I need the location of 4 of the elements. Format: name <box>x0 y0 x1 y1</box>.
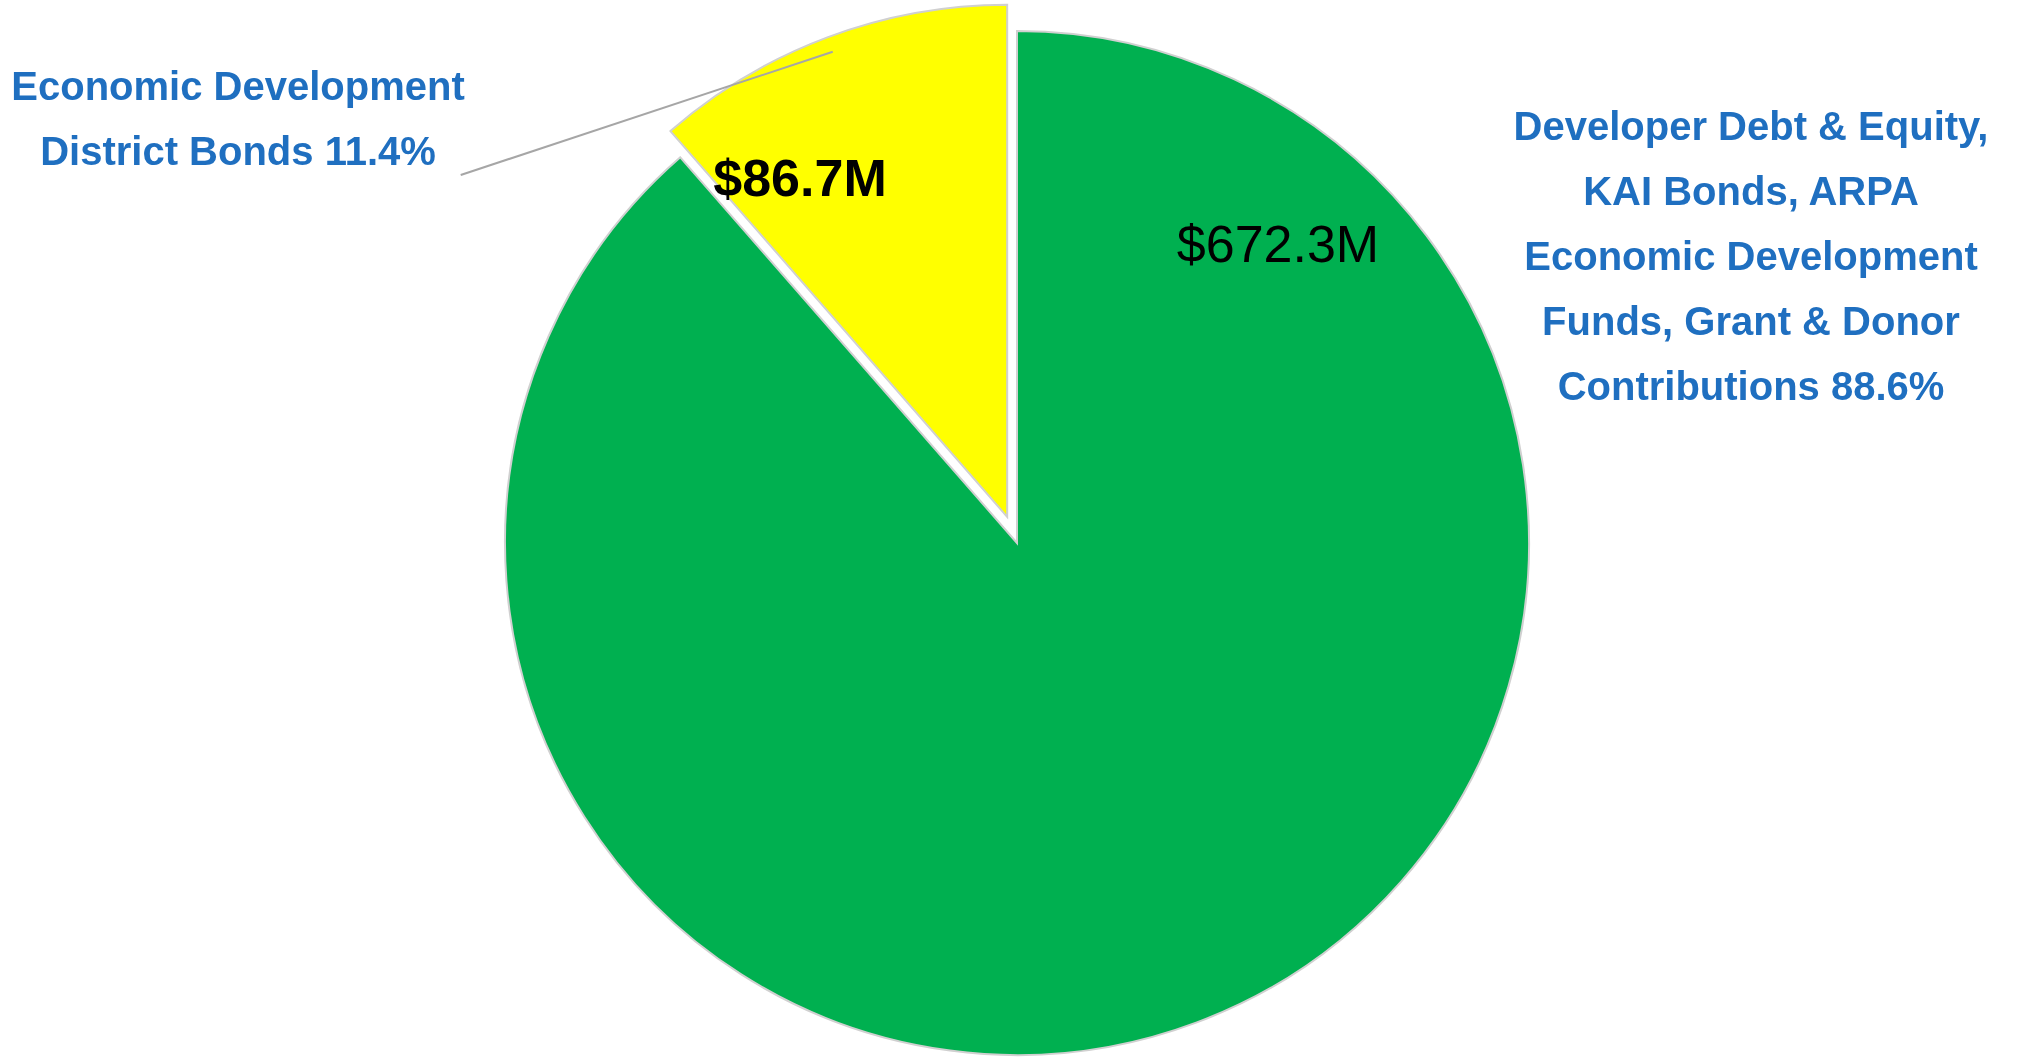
slice-label: Economic Development District Bonds 11.4% <box>11 64 465 173</box>
data-label: $672.3M <box>1176 215 1380 273</box>
data-label: $86.7M <box>713 149 887 207</box>
slice-label: Developer Debt & Equity, KAI Bonds, ARPA Economic Development Funds, Grant & Donor Contributions 88.6% <box>1513 104 1989 408</box>
